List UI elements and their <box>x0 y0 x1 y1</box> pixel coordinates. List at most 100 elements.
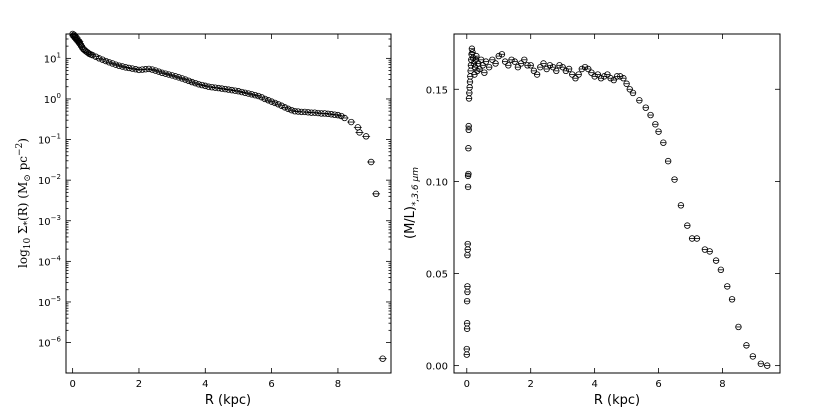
right-data-point <box>464 246 471 253</box>
right-xtick-label: 0 <box>464 379 470 390</box>
right-data-point <box>660 139 667 146</box>
left-data-point <box>118 63 127 70</box>
left-x-axis-label: R (kpc) <box>205 393 251 408</box>
right-x-axis-label: R (kpc) <box>594 393 640 408</box>
left-data-point <box>224 86 233 93</box>
right-data-point <box>581 63 589 71</box>
right-ytick-label: 0.10 <box>426 177 448 188</box>
right-data-point <box>530 67 538 75</box>
right-data-point <box>572 75 579 82</box>
left-ylabel-end: ) <box>16 138 30 143</box>
left-data-point <box>320 110 329 117</box>
left-data-point <box>197 81 206 89</box>
left-data-point <box>274 101 283 108</box>
right-data-point <box>533 71 541 78</box>
left-data-point <box>340 114 349 122</box>
right-data-point <box>591 73 598 80</box>
right-xtick-label: 8 <box>719 379 725 390</box>
left-data-point <box>83 49 92 56</box>
left-data-point <box>254 92 263 100</box>
left-data-point <box>105 59 114 66</box>
right-axis-ticks: 0 2 4 6 8 0.00 0.05 0.10 0.15 <box>426 34 780 390</box>
left-data-point <box>181 76 190 83</box>
right-data-point <box>466 84 473 91</box>
left-data-point <box>188 78 196 86</box>
left-plot-frame <box>65 33 392 374</box>
left-data-point <box>372 190 381 198</box>
right-data-point <box>575 71 582 78</box>
left-data-point <box>347 118 356 126</box>
right-data-point <box>465 126 472 134</box>
left-ylabel-log: log <box>16 249 30 268</box>
right-data-point <box>655 128 662 135</box>
right-data-point <box>521 56 528 63</box>
right-data-point <box>717 266 725 274</box>
right-data-point <box>693 235 701 242</box>
right-xtick-label: 6 <box>655 379 661 390</box>
right-data-point <box>473 52 480 60</box>
left-ytick-label: 101 <box>44 51 61 65</box>
left-data-point <box>247 91 256 98</box>
left-data-point <box>264 97 273 104</box>
right-data-point <box>647 111 654 119</box>
left-data-point <box>204 83 213 90</box>
right-data-point <box>463 351 470 358</box>
left-data-point <box>330 111 339 118</box>
right-data-point <box>585 65 592 73</box>
left-data-point <box>91 53 100 60</box>
right-data-point <box>463 320 471 327</box>
left-data-point <box>115 62 124 69</box>
left-data-point <box>362 133 371 140</box>
left-data-point <box>378 355 387 362</box>
right-data-point <box>664 157 672 165</box>
right-ytick-label: 0.00 <box>426 362 448 373</box>
right-data-point <box>604 71 611 78</box>
left-data-point <box>251 91 260 99</box>
right-ylabel-sub: *,3.6 μm <box>411 167 421 206</box>
right-data-point <box>743 342 750 349</box>
left-data-point <box>121 64 130 71</box>
right-data-point <box>749 353 757 360</box>
left-data-point <box>128 65 137 72</box>
mass-to-light-panel: 0 2 4 6 8 0.00 0.05 0.10 0.15 R (kpc) (M/L)*,3.6… <box>403 33 781 408</box>
left-ylabel-exp: −2 <box>15 143 25 156</box>
left-data-point <box>261 95 269 103</box>
left-data-point <box>227 86 236 94</box>
left-data-points <box>68 30 387 362</box>
left-data-point <box>267 98 276 105</box>
left-data-point <box>237 88 246 96</box>
right-data-point <box>463 297 471 305</box>
left-data-point <box>158 69 167 77</box>
left-data-point <box>277 102 286 109</box>
right-data-point <box>464 283 471 290</box>
left-data-point <box>111 61 120 68</box>
left-axis-ticks: 0 2 4 6 8 101 100 10−1 10−2 10−3 10−4 10−5 10−6 <box>38 34 391 390</box>
right-data-point <box>517 60 525 67</box>
right-data-point <box>616 73 624 80</box>
left-y-axis-label: log10 Σ*(R) (M⊙ pc−2) <box>15 138 33 268</box>
right-data-point <box>559 63 566 71</box>
right-data-point <box>553 67 560 75</box>
left-data-point <box>148 66 157 73</box>
right-data-point <box>588 69 595 76</box>
left-ylabel-unit: pc <box>16 156 30 174</box>
right-data-point <box>735 323 742 331</box>
left-xtick-label: 2 <box>136 379 142 390</box>
right-data-point <box>464 183 472 191</box>
left-xtick-label: 4 <box>202 379 208 390</box>
left-ytick-label: 10−4 <box>38 254 62 268</box>
right-data-points <box>463 45 771 369</box>
left-data-point <box>214 84 223 92</box>
left-data-point <box>234 88 243 95</box>
right-data-point <box>728 296 736 303</box>
left-data-point <box>151 67 160 74</box>
right-data-point <box>465 145 472 152</box>
left-ytick-label: 10−5 <box>38 295 61 309</box>
right-data-point <box>492 60 499 67</box>
right-data-point <box>495 52 502 60</box>
right-data-point <box>620 75 627 82</box>
right-data-point <box>712 257 720 264</box>
left-data-point <box>324 110 332 118</box>
right-data-point <box>671 176 678 183</box>
